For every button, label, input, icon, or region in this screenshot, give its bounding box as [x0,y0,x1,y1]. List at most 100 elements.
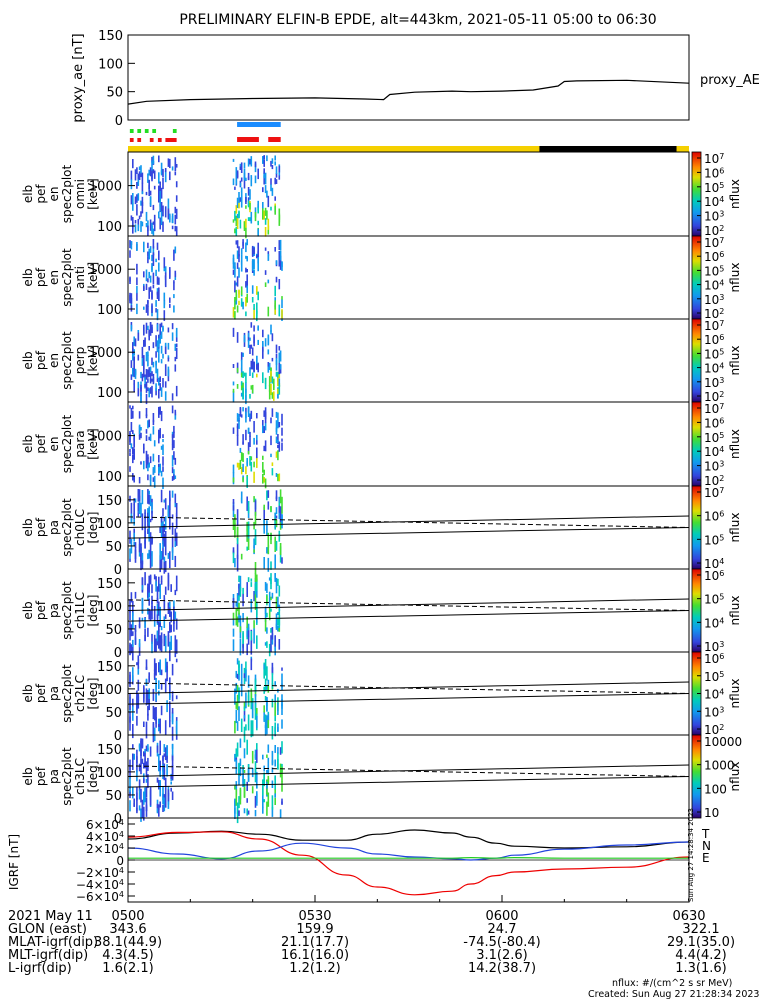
spectrogram-cell [270,160,272,167]
spectrogram-cell [277,377,279,387]
spectrogram-cell [162,477,164,489]
spectrogram-cell [143,694,145,702]
spectrogram-cell [256,617,258,623]
spectrogram-cell [277,702,279,715]
spectrogram-cell [275,173,278,178]
spectrogram-cell [171,490,174,498]
spectrogram-cell [151,290,153,299]
spectrogram-cell [155,694,157,702]
spectrogram-cell [271,592,274,599]
spectrogram-cell [160,387,163,397]
spectrogram-cell [174,503,177,507]
spectrogram-cell [153,214,156,227]
spectrogram-cell [152,252,155,256]
spectrogram-ytick-label: 100 [97,303,122,318]
spectrogram-cell [132,193,134,205]
spectrogram-cell [148,436,150,441]
spectrogram-cell [174,528,177,542]
spectrogram-cell [167,637,170,645]
spectrogram-cell [171,467,174,474]
spectrogram-cell [155,684,157,691]
spectrogram-cell [271,165,274,170]
spectrogram-cell [281,514,283,529]
spectrogram-cell [130,360,133,368]
spectrogram-cell [138,617,141,629]
spectrogram-cell [159,718,161,734]
spectrogram-ylabel-line: elb [21,268,35,286]
spectrogram-cell [277,578,279,586]
spectrogram-cell [279,521,282,530]
spectrogram-cell [147,378,149,383]
spectrogram-cell [232,639,235,651]
spectrogram-cell [169,701,171,718]
spectrogram-cell [162,786,164,801]
spectrogram-cell [238,762,240,774]
spectrogram-cell [240,191,243,203]
spectrogram-cell [156,378,159,382]
spectrogram-cell [274,722,276,735]
spectrogram-cell [256,578,258,592]
spectrogram-cell [281,309,283,319]
spectrogram-cell [160,331,163,339]
spectrogram-cell [143,751,145,757]
flag-red [129,138,134,142]
spectrogram-cell [158,353,160,363]
spectrogram-cell [238,254,240,263]
spectrogram-cell [162,456,164,466]
spectrogram-cell [257,250,259,254]
flag-red [149,138,154,142]
colorbar-tick-label: 104 [704,278,724,293]
x-row-value: -74.5(-80.4) [463,935,541,950]
spectrogram-cell [249,456,251,466]
spectrogram-cell [148,185,150,196]
colorbar [691,734,702,819]
spectrogram-ytick-label: 0 [114,812,122,827]
spectrogram-cell [153,170,156,179]
spectrogram-cell [158,211,160,219]
spectrogram-cell [148,271,150,279]
spectrogram-cell [232,477,235,483]
spectrogram-cell [137,193,140,201]
spectrogram-cell [130,195,133,205]
spectrogram-cell [246,582,248,597]
spectrogram-cell [166,764,168,777]
spectrogram-cell [129,611,131,621]
spectrogram-cell [271,468,274,476]
spectrogram-cell [245,177,247,181]
units-note: nflux: #/(cm^2 s sr MeV) [612,978,733,989]
spectrogram-cell [274,155,276,161]
spectrogram-ylabel-line: elb [21,185,35,203]
spectrogram-frame [127,151,690,237]
spectrogram-cell [267,719,270,729]
spectrogram-cell [147,306,149,316]
spectrogram-cell [130,624,133,637]
spectrogram-cell [240,718,243,732]
colorbar-tick-label: 105 [704,347,724,362]
spectrogram-cell [136,690,138,704]
spectrogram-cell [236,367,239,373]
colorbar-tick-label: 106 [704,416,724,431]
colorbar-label: nflux [728,513,742,543]
spectrogram-cell [163,797,166,812]
spectrogram-cell [235,759,238,772]
flag-red [157,138,162,142]
spectrogram-cell [129,548,131,560]
spectrogram-cell [132,709,134,721]
spectrogram-cell [253,259,255,270]
orbit-bar-yellow [128,146,540,152]
spectrogram-cell [166,677,168,682]
spectrogram-cell [159,217,161,230]
spectrogram-cell [247,187,250,196]
spectrogram-cell [236,554,239,572]
spectrogram-cell [167,792,170,802]
spectrogram-cell [232,254,235,265]
spectrogram-cell [171,708,174,714]
spectrogram-cell [148,527,150,542]
spectrogram-cell [145,351,148,362]
spectrogram-cell [279,809,282,818]
spectrogram-ylabel-line: pef [34,517,48,537]
spectrogram-cell [141,172,144,184]
spectrogram-cell [281,741,283,754]
spectrogram-cell [173,474,175,480]
spectrogram-cell [151,584,153,594]
